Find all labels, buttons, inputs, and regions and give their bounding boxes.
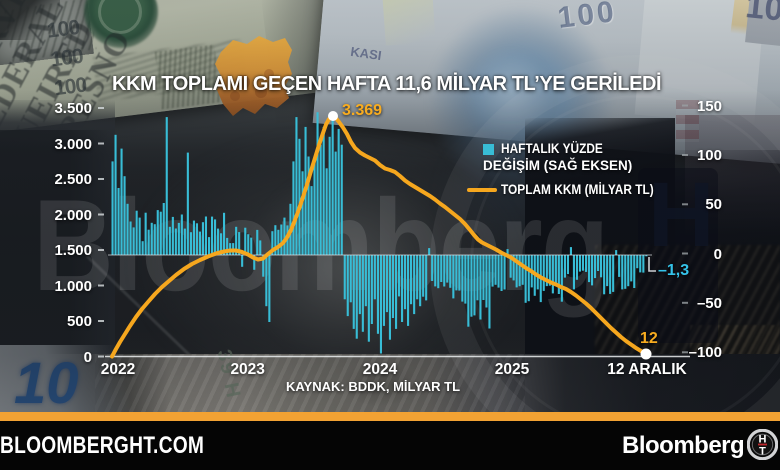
svg-text:H: H <box>759 434 767 446</box>
svg-text:T: T <box>759 446 766 458</box>
